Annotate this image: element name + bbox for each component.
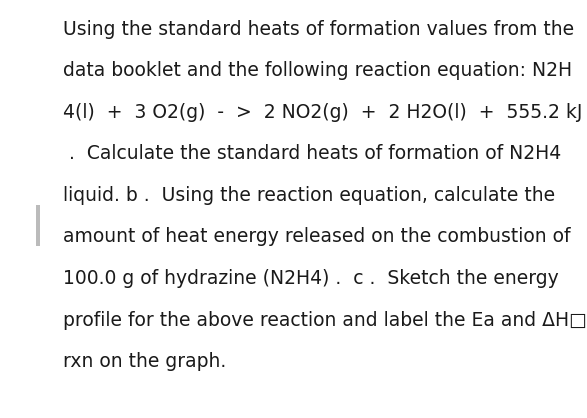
Text: 100.0 g of hydrazine (N2H4) .  c .  Sketch the energy: 100.0 g of hydrazine (N2H4) . c . Sketch… xyxy=(63,269,559,288)
Text: data booklet and the following reaction equation: N2H: data booklet and the following reaction … xyxy=(63,61,572,81)
Text: liquid. b .  Using the reaction equation, calculate the: liquid. b . Using the reaction equation,… xyxy=(63,186,555,205)
Text: Using the standard heats of formation values from the: Using the standard heats of formation va… xyxy=(63,20,574,39)
Text: .  Calculate the standard heats of formation of N2H4: . Calculate the standard heats of format… xyxy=(63,145,561,163)
Text: rxn on the graph.: rxn on the graph. xyxy=(63,352,226,371)
Text: profile for the above reaction and label the Ea and ΔH□: profile for the above reaction and label… xyxy=(63,311,587,329)
Text: 4(l)  +  3 O2(g)  -  >  2 NO2(g)  +  2 H2O(l)  +  555.2 kJ a: 4(l) + 3 O2(g) - > 2 NO2(g) + 2 H2O(l) +… xyxy=(63,103,587,122)
Bar xyxy=(36,205,41,246)
Text: amount of heat energy released on the combustion of: amount of heat energy released on the co… xyxy=(63,227,571,247)
